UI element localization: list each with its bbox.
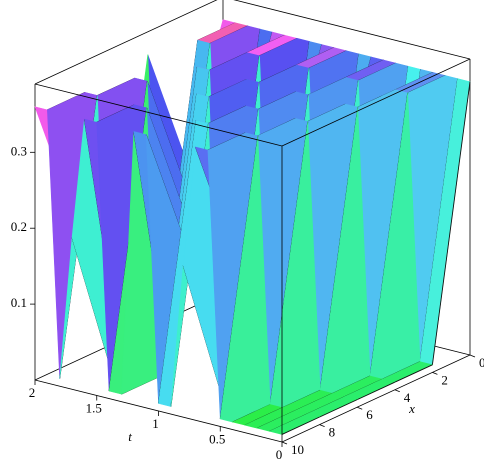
x-tick: [357, 406, 363, 410]
x-tick-label: 0: [479, 355, 484, 370]
box-edge: [233, 0, 471, 60]
x-tick-label: 2: [441, 372, 448, 387]
x-tick: [394, 389, 400, 393]
x-tick: [319, 424, 325, 427]
x-tick-label: 8: [329, 425, 336, 440]
z-tick-label: 0.1: [11, 295, 27, 310]
x-axis-label: x: [408, 401, 415, 416]
x-tick-label: 4: [404, 390, 411, 405]
t-tick-label: 0: [276, 447, 283, 462]
mesh-line: [319, 399, 358, 418]
box-edge: [281, 58, 471, 147]
mesh-line: [431, 81, 471, 365]
t-tick-label: 1.5: [86, 400, 102, 415]
box-front: 0.1 0.2 0.3 0 0.5 1 1.5 2 0 2 4 6 8 10: [11, 58, 484, 462]
z-tick-label: 0.3: [11, 143, 27, 158]
box-edge: [281, 354, 471, 443]
t-tick-label: 0.5: [209, 431, 225, 446]
x-tick: [469, 354, 476, 358]
t-tick-label: 1: [152, 416, 159, 431]
x-tick-label: 10: [291, 442, 304, 457]
surface: [34, 19, 471, 435]
box-edge: [34, 0, 218, 85]
t-axis-label: t: [128, 429, 132, 444]
t-tick-label: 2: [29, 385, 36, 400]
mesh-line: [394, 364, 433, 383]
x-tick: [281, 441, 288, 445]
mesh-line: [281, 416, 320, 435]
mesh-line: [357, 381, 395, 401]
box-edge: [34, 83, 283, 147]
z-tick-label: 0.2: [11, 219, 27, 234]
x-tick-label: 6: [366, 407, 373, 422]
x-tick: [432, 372, 438, 375]
